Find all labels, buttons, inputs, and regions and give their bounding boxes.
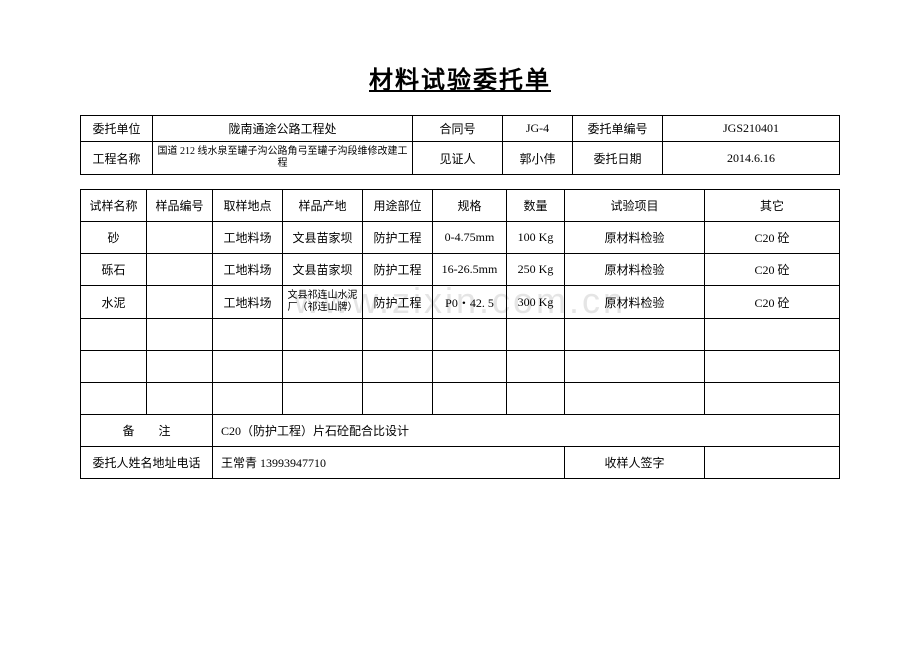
cell-usage [363,319,433,351]
cell-location: 工地料场 [213,286,283,319]
cell-origin [283,319,363,351]
value-project-name: 国道 212 线水泉至罐子沟公路角弓至罐子沟段维修改建工程 [153,142,413,175]
cell-spec: 0-4.75mm [433,222,507,254]
cell-code [147,383,213,415]
data-table: 试样名称 样品编号 取样地点 样品产地 用途部位 规格 数量 试验项目 其它 砂… [80,189,840,479]
cell-code [147,254,213,286]
cell-qty [507,383,565,415]
document-content: 材料试验委托单 委托单位 陇南通途公路工程处 合同号 JG-4 委托单编号 JG… [80,60,840,479]
table-row: 水泥 工地料场 文县祁连山水泥厂（祁连山牌） 防护工程 P0・42. 5 300… [81,286,840,319]
label-client-unit: 委托单位 [81,116,153,142]
cell-test: 原材料检验 [565,222,705,254]
cell-usage: 防护工程 [363,254,433,286]
cell-test [565,383,705,415]
header-row-1: 委托单位 陇南通途公路工程处 合同号 JG-4 委托单编号 JGS210401 [81,116,840,142]
cell-name: 砂 [81,222,147,254]
cell-qty: 250 Kg [507,254,565,286]
cell-qty [507,351,565,383]
cell-qty [507,319,565,351]
cell-usage [363,351,433,383]
sampler-value [705,447,840,479]
cell-usage: 防护工程 [363,222,433,254]
cell-origin: 文县苗家坝 [283,254,363,286]
cell-name [81,319,147,351]
cell-code [147,286,213,319]
cell-location [213,383,283,415]
cell-origin: 文县祁连山水泥厂（祁连山牌） [283,286,363,319]
table-header-row: 试样名称 样品编号 取样地点 样品产地 用途部位 规格 数量 试验项目 其它 [81,190,840,222]
header-row-2: 工程名称 国道 212 线水泉至罐子沟公路角弓至罐子沟段维修改建工程 见证人 郭… [81,142,840,175]
header-table: 委托单位 陇南通途公路工程处 合同号 JG-4 委托单编号 JGS210401 … [80,115,840,175]
col-test: 试验项目 [565,190,705,222]
value-client-unit: 陇南通途公路工程处 [153,116,413,142]
cell-spec [433,383,507,415]
cell-usage: 防护工程 [363,286,433,319]
cell-origin [283,383,363,415]
table-row: 砾石 工地料场 文县苗家坝 防护工程 16-26.5mm 250 Kg 原材料检… [81,254,840,286]
cell-origin [283,351,363,383]
cell-name [81,383,147,415]
label-form-no: 委托单编号 [573,116,663,142]
cell-name: 水泥 [81,286,147,319]
remark-value: C20（防护工程）片石砼配合比设计 [213,415,840,447]
col-code: 样品编号 [147,190,213,222]
cell-location: 工地料场 [213,254,283,286]
label-contract-no: 合同号 [413,116,503,142]
cell-location: 工地料场 [213,222,283,254]
col-other: 其它 [705,190,840,222]
value-form-no: JGS210401 [663,116,840,142]
contact-value: 王常青 13993947710 [213,447,565,479]
cell-name [81,351,147,383]
cell-origin: 文县苗家坝 [283,222,363,254]
cell-other [705,319,840,351]
cell-location [213,319,283,351]
cell-spec: 16-26.5mm [433,254,507,286]
cell-test: 原材料检验 [565,254,705,286]
col-location: 取样地点 [213,190,283,222]
cell-other: C20 砼 [705,254,840,286]
col-spec: 规格 [433,190,507,222]
label-project-name: 工程名称 [81,142,153,175]
cell-test [565,319,705,351]
value-contract-no: JG-4 [503,116,573,142]
page-title: 材料试验委托单 [80,60,840,95]
table-row: 砂 工地料场 文县苗家坝 防护工程 0-4.75mm 100 Kg 原材料检验 … [81,222,840,254]
cell-location [213,351,283,383]
cell-qty: 100 Kg [507,222,565,254]
cell-spec [433,351,507,383]
remark-label: 备注 [81,415,213,447]
cell-code [147,222,213,254]
cell-name: 砾石 [81,254,147,286]
cell-code [147,319,213,351]
table-row [81,319,840,351]
table-row [81,351,840,383]
cell-qty: 300 Kg [507,286,565,319]
label-form-date: 委托日期 [573,142,663,175]
value-form-date: 2014.6.16 [663,142,840,175]
col-name: 试样名称 [81,190,147,222]
cell-other: C20 砼 [705,286,840,319]
cell-other [705,383,840,415]
cell-spec [433,319,507,351]
cell-code [147,351,213,383]
cell-other: C20 砼 [705,222,840,254]
label-witness: 见证人 [413,142,503,175]
cell-test [565,351,705,383]
cell-usage [363,383,433,415]
cell-other [705,351,840,383]
col-usage: 用途部位 [363,190,433,222]
col-origin: 样品产地 [283,190,363,222]
value-witness: 郭小伟 [503,142,573,175]
contact-row: 委托人姓名地址电话 王常青 13993947710 收样人签字 [81,447,840,479]
col-qty: 数量 [507,190,565,222]
sampler-label: 收样人签字 [565,447,705,479]
cell-spec: P0・42. 5 [433,286,507,319]
contact-label: 委托人姓名地址电话 [81,447,213,479]
table-row [81,383,840,415]
remark-row: 备注 C20（防护工程）片石砼配合比设计 [81,415,840,447]
cell-test: 原材料检验 [565,286,705,319]
